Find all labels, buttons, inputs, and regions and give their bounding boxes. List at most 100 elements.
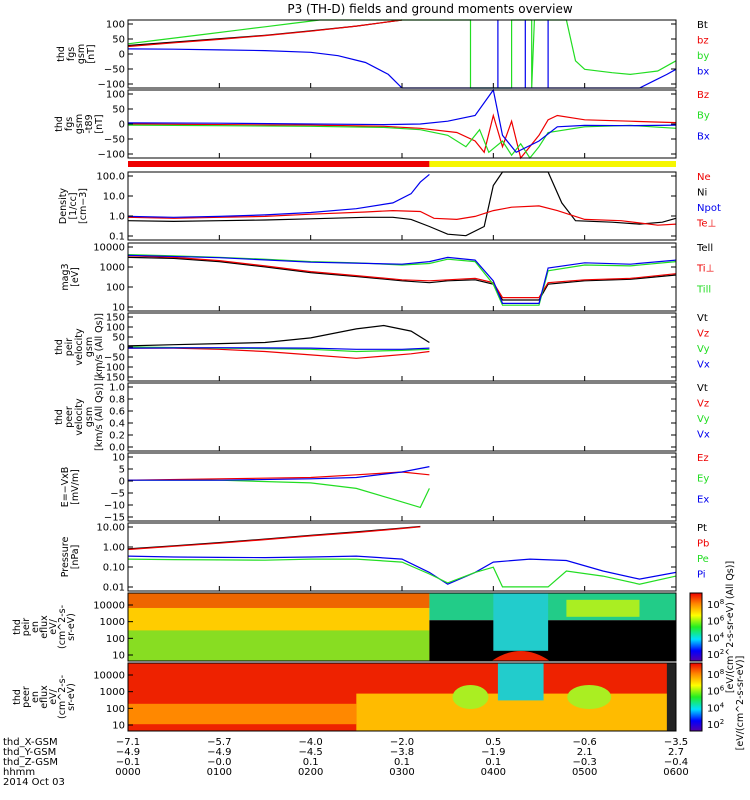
ylabel-line: fgs [64,117,75,131]
ytick-label: 100 [106,90,125,101]
ytick-label: 10 [112,651,125,662]
ytick-label: 0.10 [103,563,125,574]
footer-value: −4.9 [207,747,231,758]
bar-segment [128,161,430,167]
series-efield-ex [128,466,430,481]
spectrogram-peer_eflux: 10000 1000 100 10 thdpeerenefluxeV/(cm^2-s-s… [12,656,746,751]
ytick-label: −50 [104,65,125,76]
footer-value: −7.1 [116,737,140,748]
ylabel-line: gsm [74,114,85,134]
ylabel-line: en [30,621,41,633]
ylabel-line: velocity [74,328,85,366]
legend-vz: Vz [697,329,709,340]
ylabel-line: -t89 [84,114,95,133]
legend-vx: Vx [697,360,710,371]
panel-fgs_gsm_t89: 100 50 0 −50 −100 thd fgs gsm -t89 [nT] Bz By Bx [54,88,710,161]
legend-till: Till [696,284,711,295]
ylabel-line: eV/ [48,618,59,634]
footer-value: 2.7 [668,747,684,758]
ylabel-line: thd [12,689,23,705]
ytick-label: 0.4 [109,419,125,430]
ytick-label: 1000 [100,263,125,274]
series-peir_velocity-vx [127,347,430,350]
panel-density: 100.0 10.0 1.0 0.1 Density [1/cc] [cm−3] Ne Ni Np… [58,171,721,243]
ytick-label: 10.0 [103,192,125,203]
legend-bx: Bx [697,131,710,142]
spectrogram-panels: 10000100010010thdpeirenefluxeV/(cm^2-s-s… [12,561,746,751]
series-efield-ez [127,471,430,481]
panel-frame [127,242,677,312]
ylabel-line: (cm^2-s- [57,605,68,649]
legend-bx: bx [697,67,709,78]
ylabel-line: [km/s (All Qs)] [94,313,105,381]
panel-frame [127,171,677,241]
ytick-label: 0 [119,343,125,354]
colorbar-tick: 102 [707,648,724,661]
ylabel-line: Density [58,188,69,224]
series-fgs_gsm-bt [127,19,403,47]
colorbar-tick: 106 [707,685,725,698]
ylabel-line: peir [21,618,32,637]
legend-vy: Vy [697,344,710,355]
colorbar-label: [eV/(cm^2-s-sr-eV)] [735,656,746,751]
ylabel-line: [nT] [94,114,105,133]
ytick-label: 100.0 [96,172,125,183]
ylabel-line: [1/cc] [68,192,79,219]
ylabel-line: thd [56,46,67,62]
ylabel-line: sr-eV) [66,613,77,641]
spec-arc [491,651,550,661]
ylabel-line: [cm−3] [78,188,89,224]
mode-bar-strip [128,161,676,167]
ylabel-line: thd [54,339,65,355]
series-fgs_gsm-bx [127,20,677,89]
footer-value: 0400 [481,767,506,778]
legend-ni: Ni [697,188,707,199]
ylabel-line: [eV] [70,267,81,287]
footer-value: 2.1 [577,747,593,758]
spectrogram-peir_eflux: 10000 1000 100 10 thdpeirenefluxeV/(cm^2-s-s… [12,561,736,693]
spec-blob [567,685,612,709]
footer-value: 0000 [115,767,140,778]
ytick-label: 1.00 [103,543,125,554]
footer-value: −0.4 [664,757,688,768]
ytick-label: 0 [119,120,125,131]
ytick-label: 0.6 [109,407,125,418]
ylabel-line: gsm [76,44,87,64]
chart-title: P3 (TH-D) fields and ground moments over… [287,2,572,16]
ytick-label: −100 [98,80,125,91]
ytick-label: 5 [119,465,125,476]
legend-bz: Bz [697,90,709,101]
ylabel-line: en [30,691,41,703]
ytick-label: 0.1 [109,232,125,243]
ytick-label: 100 [106,20,125,31]
spec-fill [128,703,357,725]
ytick-label: 50 [112,333,125,344]
legend-pb: Pb [697,539,709,550]
legend-ti⊥: Ti⊥ [696,264,714,275]
legend-pe: Pe [697,554,709,565]
colorbar [689,662,703,732]
footer-value: −5.7 [207,737,231,748]
ylabel-line: [nT] [86,44,97,63]
ytick-label: 0 [119,477,125,488]
bar-segment [429,161,676,167]
footer-value: 0500 [572,767,597,778]
colorbar-tick: 108 [707,668,724,681]
ylabel-line: fgs [66,47,77,61]
ylabel-line: Pressure [60,537,71,578]
footer-row-label: hhmm [3,767,35,778]
spec-fill [566,599,640,617]
ylabel-line: [km/s (All Qs)] [94,383,105,451]
panel-frame [127,452,677,522]
ylabel-line: thd [54,409,65,425]
footer-value: −2.0 [390,737,414,748]
ytick-label: 100 [106,283,125,294]
series-pressure-pe [127,558,677,588]
legend-vx: Vx [697,430,710,441]
ytick-label: 50 [112,105,125,116]
colorbar-tick: 104 [707,631,725,644]
ytick-label: 10 [112,453,125,464]
